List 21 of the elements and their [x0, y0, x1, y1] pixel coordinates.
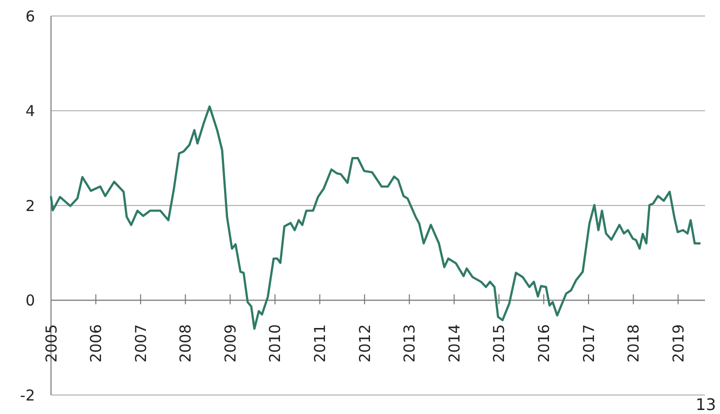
y-tick-label: -2: [20, 386, 35, 404]
annotation: 13: [696, 395, 716, 414]
y-tick-label: 2: [25, 196, 35, 215]
x-tick-label: 2018: [624, 324, 643, 362]
x-tick-label: 2005: [42, 324, 60, 362]
x-tick-label: 2007: [132, 324, 150, 362]
y-tick-label: 6: [25, 7, 35, 26]
x-tick-label: 2015: [490, 324, 508, 362]
x-tick-label: 2012: [356, 324, 374, 362]
x-tick-label: 2017: [580, 324, 598, 362]
x-tick-label: 2014: [445, 324, 464, 362]
x-tick-label: 2011: [311, 324, 330, 362]
x-tick-label: 2013: [400, 324, 419, 362]
y-tick-label: 0: [25, 292, 35, 310]
x-tick-label: 2016: [534, 324, 553, 362]
x-tick-label: 2009: [221, 324, 240, 362]
x-tick-label: 2006: [87, 324, 106, 362]
x-tick-label: 2019: [669, 324, 688, 362]
y-tick-label: 4: [25, 102, 35, 120]
x-tick-label: 2010: [266, 324, 284, 362]
x-tick-label: 2008: [176, 324, 195, 362]
